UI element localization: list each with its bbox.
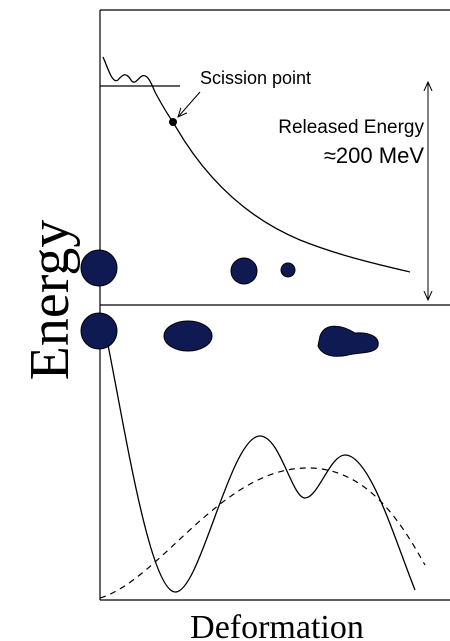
frame — [100, 10, 450, 600]
smooth-curve — [100, 468, 425, 598]
amount-label: ≈200 MeV — [324, 143, 424, 168]
scission-dot — [169, 118, 177, 126]
diagram: Scission point Released Energy ≈200 MeV … — [0, 0, 450, 641]
scission-label: Scission point — [200, 68, 311, 88]
nuclei — [81, 250, 378, 356]
y-axis-label: Energy — [19, 220, 81, 381]
scission-arrow — [178, 92, 200, 117]
x-axis-label: Deformation — [190, 609, 364, 641]
barrier-curve — [108, 345, 415, 592]
released-label: Released Energy — [278, 117, 424, 138]
